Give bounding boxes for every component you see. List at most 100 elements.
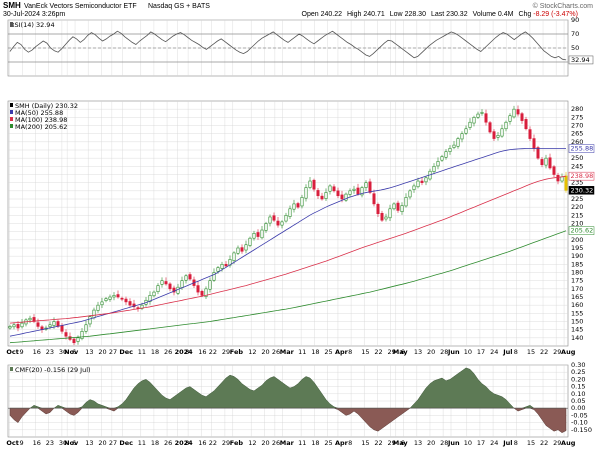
x-axis-label: 8 bbox=[348, 348, 352, 356]
price-tick-label: 270 bbox=[571, 122, 583, 130]
x-axis-label: 13 bbox=[414, 439, 422, 447]
candle-body bbox=[232, 252, 236, 261]
quote-value: 228.30 bbox=[404, 11, 426, 18]
candle-body bbox=[392, 203, 396, 210]
candle-body bbox=[176, 286, 180, 294]
candle-body bbox=[332, 186, 336, 192]
candle-body bbox=[316, 190, 320, 197]
x-axis-label: 12 bbox=[248, 348, 256, 356]
candle-body bbox=[268, 216, 272, 224]
price-badge-value: 255.88 bbox=[571, 145, 594, 153]
x-axis-label: 10 bbox=[464, 348, 472, 356]
candle-body bbox=[52, 321, 56, 326]
candle-body bbox=[340, 194, 344, 200]
x-axis-label: Jun bbox=[447, 348, 460, 356]
candle-body bbox=[488, 122, 492, 133]
candle-body bbox=[504, 121, 508, 130]
candle-body bbox=[272, 215, 276, 221]
candle-body bbox=[256, 232, 260, 237]
candle-body bbox=[512, 108, 516, 118]
quote-low: Low 228.30 bbox=[390, 11, 426, 18]
candle-body bbox=[552, 166, 556, 175]
x-axis-label: Jun bbox=[447, 439, 460, 447]
x-axis-label: Jul bbox=[502, 439, 512, 447]
candle-body bbox=[88, 316, 92, 325]
candle-body bbox=[500, 128, 504, 137]
x-axis-label: 6 bbox=[401, 348, 405, 356]
rsi-legend-swatch bbox=[10, 22, 13, 27]
x-axis-label: 29 bbox=[222, 348, 230, 356]
x-axis-label: 16 bbox=[33, 348, 41, 356]
price-badge-value: 205.62 bbox=[571, 227, 594, 235]
candle-body bbox=[540, 159, 544, 165]
candle-body bbox=[352, 188, 356, 191]
x-axis-label: 29 bbox=[388, 348, 396, 356]
candle-body bbox=[36, 322, 40, 327]
x-axis-label: 13 bbox=[414, 348, 422, 356]
price-tick-label: 260 bbox=[571, 138, 583, 146]
quote-label: Last bbox=[430, 11, 447, 18]
price-tick-label: 215 bbox=[571, 211, 583, 219]
candle-body bbox=[312, 179, 316, 190]
price-tick-label: 140 bbox=[571, 334, 583, 342]
candle-body bbox=[120, 297, 124, 300]
candle-body bbox=[460, 133, 464, 140]
candle-body bbox=[324, 192, 328, 199]
candle-body bbox=[248, 237, 252, 246]
quote-label: Low bbox=[389, 11, 405, 18]
candle-body bbox=[244, 244, 248, 251]
candle-body bbox=[532, 138, 536, 149]
candle-body bbox=[164, 281, 168, 285]
candle-body bbox=[80, 330, 84, 339]
candle-body bbox=[240, 247, 244, 252]
x-axis-label: Dec bbox=[119, 348, 133, 356]
rsi-line bbox=[9, 30, 567, 61]
x-axis-label: 22 bbox=[374, 348, 382, 356]
price-tick-label: 265 bbox=[571, 130, 583, 138]
quote-bar: Open 240.22 High 240.71 Low 228.30 Last 230… bbox=[302, 11, 579, 18]
candle-body bbox=[564, 175, 568, 191]
x-axis-label: 20 bbox=[98, 348, 106, 356]
candle-body bbox=[524, 119, 528, 130]
x-axis-label: 20 bbox=[261, 439, 269, 447]
x-axis-label: 8 bbox=[185, 348, 189, 356]
candle-body bbox=[452, 144, 456, 148]
candle-body bbox=[408, 190, 412, 198]
candle-body bbox=[152, 291, 156, 297]
x-axis-label: 11 bbox=[298, 348, 306, 356]
rsi-tick-label: 50 bbox=[571, 44, 579, 52]
quote-label: Open bbox=[301, 11, 321, 18]
brand-label: © StockCharts.com bbox=[532, 3, 593, 10]
candle-body bbox=[48, 324, 52, 328]
candle-body bbox=[128, 301, 132, 306]
price-badge bbox=[568, 226, 595, 235]
x-axis-label: 18 bbox=[311, 439, 319, 447]
x-axis-label: 16 bbox=[198, 439, 206, 447]
symbol-label: SMH bbox=[3, 1, 21, 10]
candle-body bbox=[64, 332, 68, 337]
price-tick-label: 190 bbox=[571, 252, 583, 260]
x-axis-label: 16 bbox=[33, 439, 41, 447]
x-axis-label: Mar bbox=[280, 348, 295, 356]
candle-body bbox=[236, 247, 240, 254]
price-legend-text: MA(200) 205.62 bbox=[15, 123, 67, 131]
candle-body bbox=[496, 135, 500, 138]
x-axis-label: 9 bbox=[19, 439, 23, 447]
candle-body bbox=[208, 280, 212, 290]
candle-body bbox=[196, 285, 200, 293]
x-axis-label: 15 bbox=[527, 348, 535, 356]
candle-body bbox=[464, 128, 468, 134]
candle-body bbox=[448, 148, 452, 152]
candle-body bbox=[468, 121, 472, 128]
candle-body bbox=[440, 156, 444, 161]
x-axis-label: Jul bbox=[502, 348, 512, 356]
x-axis-label: 26 bbox=[164, 348, 172, 356]
candle-body bbox=[456, 138, 460, 147]
candle-body bbox=[16, 324, 20, 329]
cmf-tick-label: -0.150 bbox=[571, 426, 592, 434]
quote-last: Last 230.32 bbox=[431, 11, 468, 18]
candle-body bbox=[360, 187, 364, 196]
candle-body bbox=[224, 264, 228, 267]
x-axis-label: 29 bbox=[553, 348, 561, 356]
